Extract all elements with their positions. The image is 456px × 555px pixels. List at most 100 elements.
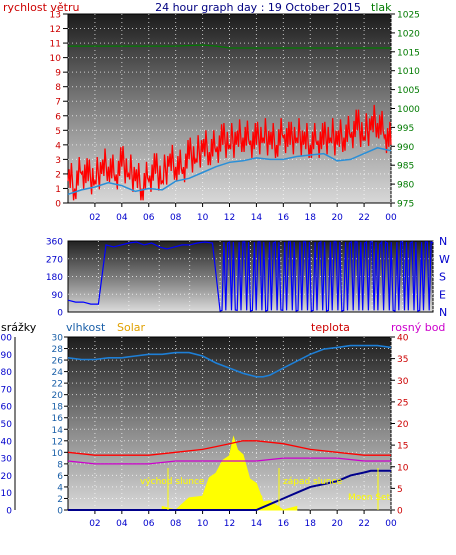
rain-y-tick-label: 40 (1, 437, 13, 447)
pressure-y-tick-label: 980 (397, 181, 414, 191)
wind-x-tick-label: 14 (251, 213, 263, 223)
rain-y-tick-label: 20 (1, 472, 13, 482)
humidity-line (67, 344, 392, 378)
pressure-y-tick-label: 1005 (397, 86, 420, 96)
wind-speed-line (67, 104, 392, 201)
temp-y-tick-label: 16 (52, 414, 64, 424)
pressure-y-tick-label: 995 (397, 124, 414, 134)
rain-y-tick-label: 50 (1, 420, 13, 430)
wind-gust-line (67, 147, 392, 196)
compass-label: W (439, 253, 450, 266)
right-y-tick-label: 40 (397, 334, 409, 344)
climate-x-tick-label: 12 (224, 519, 235, 529)
wind-y-tick-label: 3 (55, 156, 61, 166)
wind-y-tick-label: 8 (55, 83, 61, 93)
climate-x-tick-label: 04 (116, 519, 128, 529)
right-y-tick-label: 30 (397, 377, 409, 387)
direction-y-tick-label: 360 (46, 238, 63, 248)
wind-y-tick-label: 5 (55, 127, 61, 137)
wind-y-tick-label: 6 (55, 112, 61, 122)
temp-y-tick-label: 22 (52, 380, 63, 390)
sunrise-annotation: východ slunce (140, 477, 205, 487)
pressure-y-tick-label: 1025 (397, 11, 420, 21)
temp-y-tick-label: 12 (52, 437, 63, 447)
climate-x-tick-label: 00 (385, 519, 397, 529)
pressure-y-tick-label: 975 (397, 200, 414, 210)
temp-y-tick-label: 0 (57, 507, 63, 517)
compass-label: S (439, 271, 446, 284)
wind-x-tick-label: 18 (305, 213, 317, 223)
climate-x-tick-label: 16 (278, 519, 290, 529)
rain-y-tick-label: 30 (1, 455, 13, 465)
wind-y-tick-label: 11 (50, 40, 61, 50)
climate-x-tick-label: 02 (89, 519, 100, 529)
wind-x-tick-label: 10 (197, 213, 209, 223)
right-y-tick-label: 15 (397, 442, 408, 452)
pressure-label: tlak (371, 1, 392, 14)
wind-direction-line (67, 240, 434, 312)
temp-y-tick-label: 4 (57, 483, 63, 493)
right-y-tick-label: 5 (397, 485, 403, 495)
temp-y-tick-label: 24 (52, 368, 64, 378)
dew-point-line (67, 457, 391, 465)
rain-y-tick-label: 80 (1, 368, 13, 378)
climate-x-tick-label: 08 (170, 519, 182, 529)
wind-x-tick-label: 12 (224, 213, 235, 223)
wind-y-tick-label: 9 (55, 69, 61, 79)
climate-x-tick-label: 18 (305, 519, 317, 529)
wind-x-tick-label: 20 (331, 213, 343, 223)
rain-label: srážky (1, 321, 37, 334)
rain-y-tick-label: 60 (1, 403, 13, 413)
climate-x-tick-label: 10 (197, 519, 209, 529)
temperature-line (67, 440, 391, 456)
wind-x-tick-label: 22 (358, 213, 369, 223)
wind-y-tick-label: 2 (55, 170, 61, 180)
wind-x-tick-label: 16 (278, 213, 290, 223)
wind-x-tick-label: 04 (116, 213, 128, 223)
pressure-y-tick-label: 1015 (397, 48, 420, 58)
right-y-tick-label: 10 (397, 463, 409, 473)
pressure-line (68, 44, 391, 49)
direction-y-tick-label: 0 (57, 309, 63, 319)
rain-y-tick-label: 100 (0, 334, 12, 344)
temperature-label: teplota (311, 321, 350, 334)
dew-point-label: rosný bod (391, 321, 445, 334)
temp-y-tick-label: 8 (57, 460, 63, 470)
direction-y-tick-label: 90 (52, 291, 64, 301)
right-y-tick-label: 35 (397, 355, 408, 365)
right-y-tick-label: 20 (397, 420, 409, 430)
wind-speed-label: rychlost větru (3, 1, 79, 14)
wind-x-tick-label: 02 (89, 213, 100, 223)
wind-x-tick-label: 08 (170, 213, 182, 223)
pressure-y-tick-label: 1020 (397, 29, 420, 39)
rain-y-tick-label: 70 (1, 385, 13, 395)
compass-label: N (439, 306, 447, 319)
humidity-label: vlhkost (66, 321, 106, 334)
climate-x-tick-label: 14 (251, 519, 263, 529)
wind-y-tick-label: 13 (50, 11, 61, 21)
sunset-annotation: západ slunce (283, 477, 343, 487)
temp-y-tick-label: 14 (52, 426, 64, 436)
pressure-y-tick-label: 1010 (397, 67, 420, 77)
temp-y-tick-label: 20 (52, 391, 64, 401)
pressure-y-tick-label: 1000 (397, 105, 420, 115)
temp-y-tick-label: 10 (52, 449, 64, 459)
moonset-annotation: Moon Set (348, 493, 391, 503)
wind-y-tick-label: 1 (55, 185, 61, 195)
right-y-tick-label: 0 (397, 507, 403, 517)
solar-label: Solar (117, 321, 146, 334)
moonrise-annotation: Moonrise (222, 493, 263, 503)
compass-label: N (439, 235, 447, 248)
temp-y-tick-label: 2 (57, 495, 63, 505)
wind-y-tick-label: 7 (55, 98, 61, 108)
climate-x-tick-label: 22 (358, 519, 369, 529)
right-y-tick-label: 25 (397, 398, 408, 408)
chart-title: 24 hour graph day : 19 October 2015 (155, 1, 361, 14)
temp-y-tick-label: 26 (52, 357, 64, 367)
wind-x-tick-label: 00 (385, 213, 397, 223)
wind-y-tick-label: 10 (50, 54, 62, 64)
temp-y-tick-label: 30 (52, 334, 64, 344)
pressure-y-tick-label: 990 (397, 143, 414, 153)
